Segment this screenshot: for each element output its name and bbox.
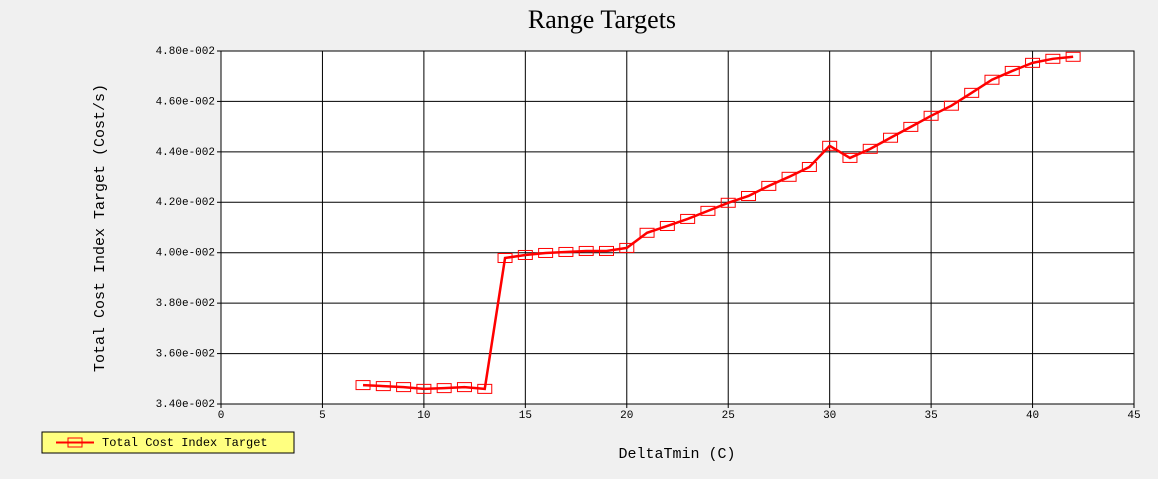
data-point — [781, 171, 797, 182]
data-point — [477, 383, 493, 394]
y-axis-label: Total Cost Index Target (Cost/s) — [92, 84, 109, 372]
x-tick-label: 30 — [823, 410, 836, 422]
data-point — [396, 382, 412, 393]
data-point — [375, 381, 391, 392]
x-tick-label: 5 — [319, 410, 326, 422]
data-point — [1065, 51, 1081, 62]
data-point — [598, 245, 614, 256]
data-point — [741, 190, 757, 201]
x-tick-label: 15 — [519, 410, 532, 422]
data-point — [883, 132, 899, 143]
data-point — [680, 213, 696, 224]
data-point — [720, 197, 736, 208]
data-point — [416, 383, 432, 394]
data-point — [436, 383, 452, 394]
y-tick-label: 3.40e-002 — [156, 399, 215, 411]
x-tick-label: 40 — [1026, 410, 1039, 422]
plot-area — [221, 51, 1134, 404]
data-point — [639, 227, 655, 238]
x-tick-label: 20 — [620, 410, 633, 422]
y-tick-label: 4.80e-002 — [156, 46, 215, 58]
y-tick-label: 4.60e-002 — [156, 96, 215, 108]
data-point — [1025, 57, 1041, 68]
plot-frame — [220, 50, 1135, 405]
x-tick-label: 45 — [1127, 410, 1140, 422]
y-tick-label: 4.40e-002 — [156, 147, 215, 159]
data-point — [355, 380, 371, 391]
data-point — [801, 161, 817, 172]
data-point — [578, 245, 594, 256]
data-point — [1045, 53, 1061, 64]
legend-label: Total Cost Index Target — [102, 436, 268, 450]
y-tick-label: 4.00e-002 — [156, 248, 215, 260]
data-point — [964, 87, 980, 98]
data-point — [923, 110, 939, 121]
x-tick-label: 35 — [925, 410, 938, 422]
series-line — [362, 55, 1074, 391]
x-tick-label: 0 — [218, 410, 225, 422]
data-point — [822, 140, 838, 151]
y-tick-label: 3.60e-002 — [156, 348, 215, 360]
y-tick-label: 4.20e-002 — [156, 197, 215, 209]
x-tick-label: 25 — [722, 410, 735, 422]
data-point — [517, 249, 533, 260]
data-point — [984, 74, 1000, 85]
data-point — [842, 152, 858, 163]
y-tick-label: 3.80e-002 — [156, 298, 215, 310]
data-point — [943, 100, 959, 111]
data-point — [497, 253, 513, 264]
data-point — [903, 121, 919, 132]
legend-marker — [67, 437, 83, 448]
data-point — [659, 220, 675, 231]
x-tick-label: 10 — [417, 410, 430, 422]
chart-title: Range Targets — [528, 5, 676, 34]
data-point — [456, 382, 472, 393]
data-point — [1004, 65, 1020, 76]
legend-box — [41, 431, 295, 454]
data-point — [761, 180, 777, 191]
data-point — [538, 247, 554, 258]
data-point — [700, 205, 716, 216]
data-point — [619, 242, 635, 253]
x-axis-label: DeltaTmin (C) — [618, 446, 735, 463]
data-point — [862, 143, 878, 154]
data-point — [558, 246, 574, 257]
